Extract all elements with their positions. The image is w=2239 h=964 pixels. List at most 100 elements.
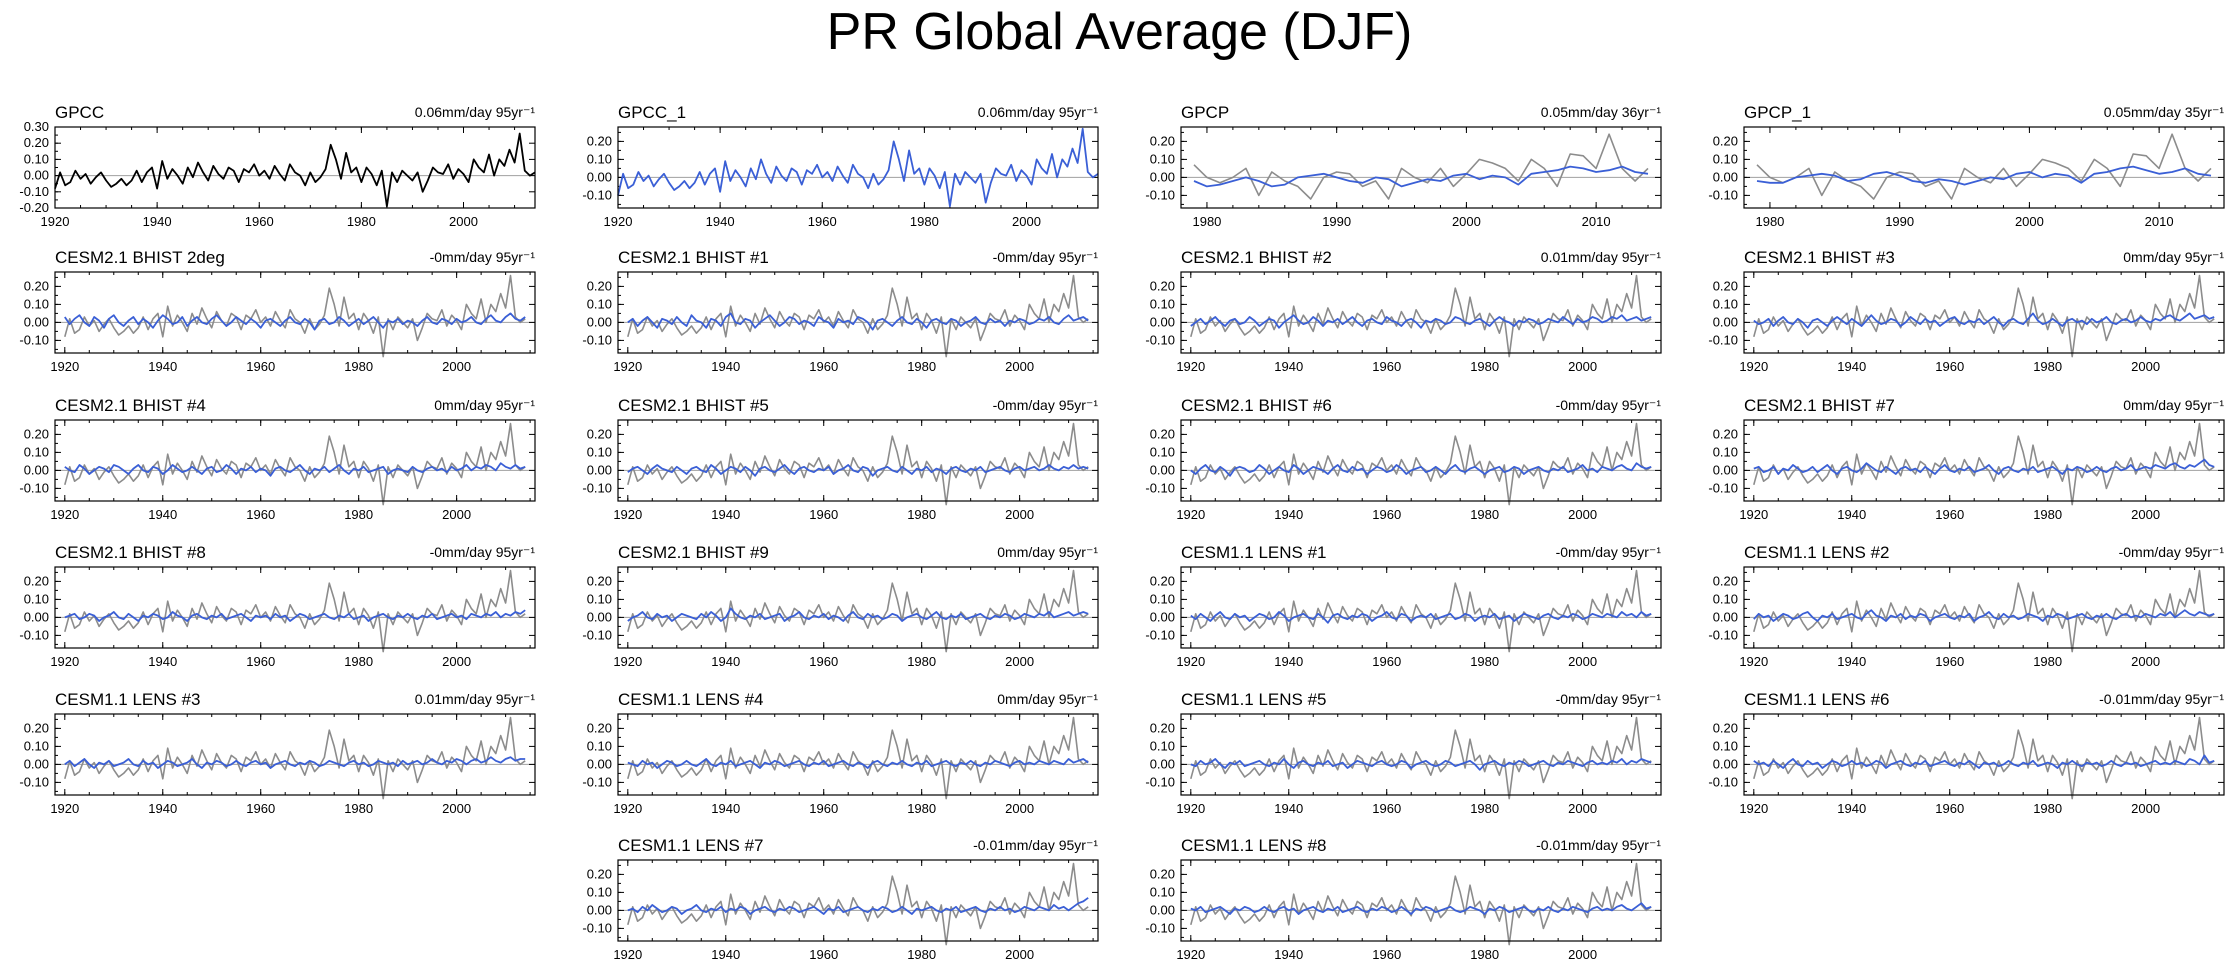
plot-frame <box>1180 419 1662 502</box>
series-line <box>64 274 526 358</box>
plot-frame <box>1180 271 1662 354</box>
panel-title: CESM1.1 LENS #5 <box>1181 690 1327 709</box>
x-tick-label: 1980 <box>1192 214 1221 229</box>
series-line <box>627 464 1089 477</box>
y-tick-label: 0.10 <box>587 591 612 606</box>
y-tick-label: -0.10 <box>582 332 612 347</box>
x-tick-label: 1980 <box>344 359 373 374</box>
x-tick-label: 1940 <box>711 507 740 522</box>
x-tick-label: 1960 <box>246 654 275 669</box>
panel-trend: -0mm/day 95yr⁻¹ <box>993 249 1099 265</box>
y-tick-label: 0.00 <box>1713 462 1738 477</box>
x-tick-label: 1960 <box>1372 801 1401 816</box>
x-tick-label: 1980 <box>1470 359 1499 374</box>
x-tick-label: 1940 <box>143 214 172 229</box>
panel: CESM1.1 LENS #3 0.01mm/day 95yr⁻¹ 0.20 0.10… <box>19 690 536 816</box>
y-tick-label: 0.20 <box>1150 866 1175 881</box>
y-tick-label: 0.10 <box>1713 444 1738 459</box>
series-line <box>627 422 1089 506</box>
x-tick-label: 1980 <box>907 654 936 669</box>
series-line <box>64 609 526 622</box>
x-tick-label: 1960 <box>808 214 837 229</box>
series-line <box>627 897 1089 915</box>
x-tick-label: 1980 <box>344 507 373 522</box>
x-tick-label: 2000 <box>1005 507 1034 522</box>
x-tick-label: 1980 <box>1470 947 1499 962</box>
plot-frame <box>54 566 536 649</box>
x-tick-label: 1960 <box>1935 654 1964 669</box>
panel: CESM2.1 BHIST #6 -0mm/day 95yr⁻¹ 0.20 0.10 0… <box>1145 396 1662 522</box>
y-tick-label: 0.20 <box>587 720 612 735</box>
series-line <box>1756 165 2212 186</box>
y-tick-label: 0.10 <box>1150 296 1175 311</box>
x-tick-label: 1960 <box>1935 359 1964 374</box>
panel-trend: -0.01mm/day 95yr⁻¹ <box>973 837 1098 853</box>
panel-title: CESM1.1 LENS #2 <box>1744 543 1890 562</box>
panel: GPCC_1 0.06mm/day 95yr⁻¹ 0.20 0.10 0.00 -0.10… <box>582 103 1099 229</box>
panel-title: CESM1.1 LENS #7 <box>618 836 764 855</box>
x-tick-label: 2010 <box>1582 214 1611 229</box>
y-tick-label: 0.00 <box>1150 756 1175 771</box>
panel: CESM1.1 LENS #1 -0mm/day 95yr⁻¹ 0.20 0.10 0.… <box>1145 543 1662 669</box>
panel-trend: -0.01mm/day 95yr⁻¹ <box>1536 837 1661 853</box>
y-tick-label: 0.20 <box>1713 278 1738 293</box>
y-tick-label: 0.00 <box>24 609 49 624</box>
x-tick-label: 1920 <box>50 507 79 522</box>
x-tick-label: 1980 <box>907 507 936 522</box>
series-line <box>1190 462 1652 477</box>
x-tick-label: 2000 <box>1568 654 1597 669</box>
x-tick-label: 1960 <box>246 507 275 522</box>
y-tick-label: -0.10 <box>19 332 49 347</box>
x-tick-label: 2000 <box>1005 947 1034 962</box>
series-line <box>1753 716 2215 800</box>
x-tick-label: 1920 <box>604 214 633 229</box>
y-tick-label: 0.20 <box>24 573 49 588</box>
series-line <box>1190 274 1652 358</box>
x-tick-label: 1980 <box>1755 214 1784 229</box>
y-tick-label: 0.10 <box>24 151 49 166</box>
x-tick-label: 2000 <box>1568 507 1597 522</box>
y-tick-label: 0.20 <box>1713 133 1738 148</box>
y-tick-label: 0.10 <box>24 444 49 459</box>
plot-frame <box>1180 566 1662 649</box>
y-tick-label: -0.10 <box>19 184 49 199</box>
y-tick-label: -0.10 <box>582 920 612 935</box>
panel-title: CESM2.1 BHIST #5 <box>618 396 769 415</box>
plot-frame <box>1743 419 2225 502</box>
panel-title: CESM2.1 BHIST #7 <box>1744 396 1895 415</box>
series-line <box>627 716 1089 800</box>
x-tick-label: 1990 <box>1322 214 1351 229</box>
y-tick-label: 0.10 <box>587 296 612 311</box>
y-tick-label: 0.00 <box>587 462 612 477</box>
main-title: PR Global Average (DJF) <box>826 3 1413 61</box>
y-tick-label: 0.20 <box>1150 426 1175 441</box>
y-tick-label: 0.20 <box>24 426 49 441</box>
panel-trend: 0mm/day 95yr⁻¹ <box>997 691 1098 707</box>
y-tick-label: 0.10 <box>1713 738 1738 753</box>
y-tick-label: 0.00 <box>1150 902 1175 917</box>
y-tick-label: 0.10 <box>1713 591 1738 606</box>
panel-title: CESM2.1 BHIST #1 <box>618 248 769 267</box>
series-line <box>627 312 1089 331</box>
y-tick-label: 0.20 <box>587 866 612 881</box>
x-tick-label: 2000 <box>1005 654 1034 669</box>
plot-frame <box>617 566 1099 649</box>
x-tick-label: 1940 <box>148 654 177 669</box>
y-tick-label: 0.00 <box>1713 169 1738 184</box>
panel: CESM1.1 LENS #2 -0mm/day 95yr⁻¹ 0.20 0.10 0.… <box>1708 543 2225 669</box>
panel: GPCP 0.05mm/day 36yr⁻¹ 0.20 0.10 0.00 -0.10 19… <box>1145 103 1662 229</box>
y-tick-label: -0.10 <box>1708 774 1738 789</box>
x-tick-label: 1960 <box>246 801 275 816</box>
y-tick-label: 0.00 <box>587 756 612 771</box>
x-tick-label: 1940 <box>1274 359 1303 374</box>
series-line <box>1753 312 2215 329</box>
x-tick-label: 1920 <box>50 359 79 374</box>
x-tick-label: 2000 <box>442 801 471 816</box>
panel-trend: 0.06mm/day 95yr⁻¹ <box>978 104 1099 120</box>
y-tick-label: 0.20 <box>24 720 49 735</box>
x-tick-label: 1920 <box>613 801 642 816</box>
plot-frame <box>54 419 536 502</box>
series-line <box>1756 133 2212 200</box>
panel-title: CESM1.1 LENS #1 <box>1181 543 1327 562</box>
y-tick-label: -0.10 <box>1145 627 1175 642</box>
